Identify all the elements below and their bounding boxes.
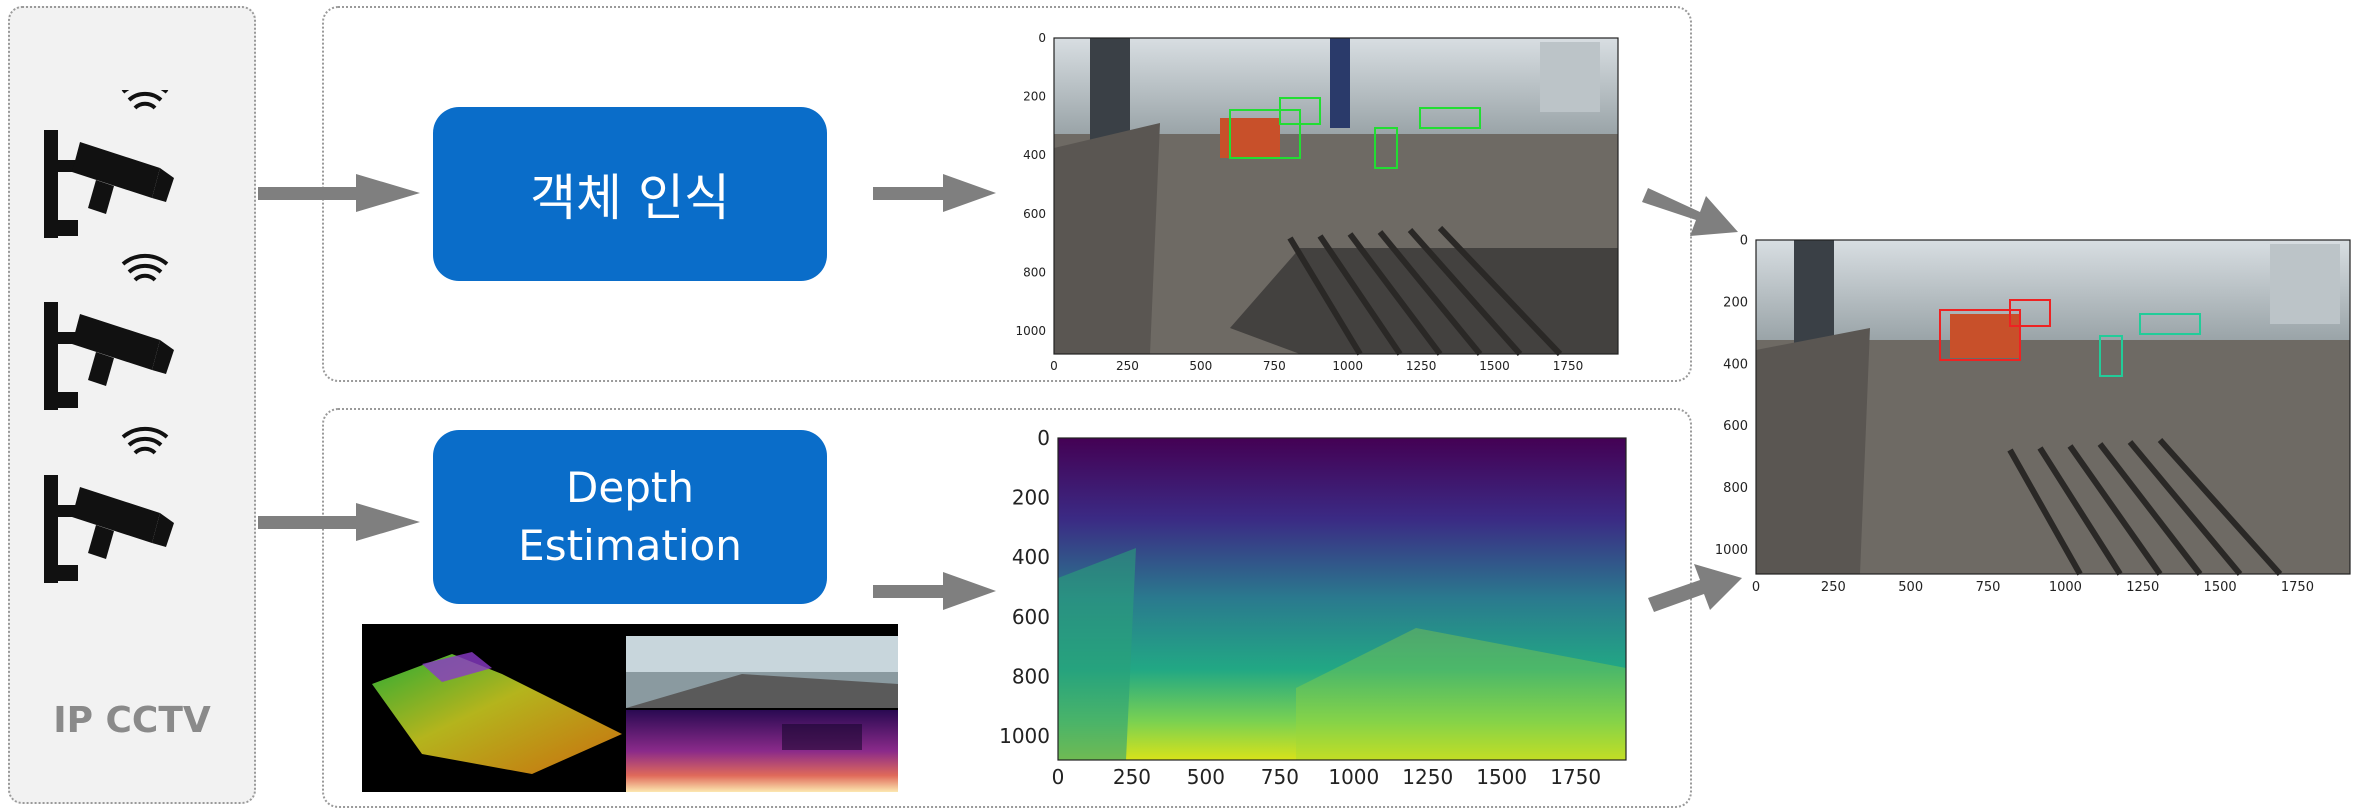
depth-estimation-box: Depth Estimation	[433, 430, 827, 604]
x-tick-label: 750	[1263, 359, 1286, 373]
arrow-detection-to-plot	[873, 174, 996, 212]
y-tick-label: 200	[1012, 486, 1050, 510]
detection-plot: 0 200 400 600 800 1000 0 250 500 750 1000 1250 1500…	[1015, 31, 1619, 373]
x-tick-label: 750	[1976, 580, 2001, 595]
x-tick-label: 1250	[2126, 580, 2159, 595]
x-tick-label: 500	[1189, 359, 1212, 373]
x-tick-label: 1750	[2281, 580, 2314, 595]
arrow-detection-to-fused	[1642, 188, 1738, 236]
depth-sample-image	[362, 624, 898, 792]
x-tick-label: 0	[1050, 359, 1058, 373]
y-tick-label: 800	[1012, 664, 1050, 688]
depth-label-line1: Depth	[566, 463, 694, 512]
y-tick-label: 800	[1723, 481, 1748, 496]
x-tick-label: 1750	[1553, 359, 1584, 373]
depth-plot: 0 200 400 600 800 1000 0 250 500 750 1000 1250 1500…	[999, 428, 1627, 789]
y-tick-label: 800	[1023, 265, 1046, 279]
y-tick-label: 600	[1012, 605, 1050, 629]
x-tick-label: 750	[1261, 765, 1299, 789]
fused-x-ticks: 0 250 500 750 1000 1250 1500 1750	[1752, 580, 2314, 595]
y-tick-label: 0	[1037, 428, 1050, 450]
x-tick-label: 1500	[2204, 580, 2237, 595]
x-tick-label: 0	[1752, 580, 1760, 595]
x-tick-label: 500	[1898, 580, 1923, 595]
depth-estimation-group	[322, 408, 1692, 808]
x-tick-label: 250	[1821, 580, 1846, 595]
x-tick-label: 500	[1187, 765, 1225, 789]
x-tick-label: 1250	[1402, 765, 1453, 789]
x-tick-label: 1500	[1479, 359, 1510, 373]
fused-plot: 0 200 400 600 800 1000 0 250 500 750 1000 1250 1500…	[1715, 234, 2351, 595]
arrow-depth-to-plot	[873, 572, 996, 610]
y-tick-label: 200	[1023, 90, 1046, 104]
cctv-label: IP CCTV	[53, 700, 211, 741]
x-tick-label: 1000	[1328, 765, 1379, 789]
y-tick-label: 400	[1023, 148, 1046, 162]
y-tick-label: 400	[1723, 357, 1748, 372]
x-tick-label: 250	[1113, 765, 1151, 789]
depth-map-image	[1058, 438, 1626, 760]
fused-y-ticks: 0 200 400 600 800 1000	[1715, 234, 1748, 558]
x-tick-label: 250	[1116, 359, 1139, 373]
depth-y-ticks: 0 200 400 600 800 1000	[999, 428, 1050, 748]
x-tick-label: 1250	[1406, 359, 1437, 373]
x-tick-label: 1000	[2049, 580, 2082, 595]
x-tick-label: 1750	[1550, 765, 1601, 789]
arrow-cctv-to-depth	[258, 503, 420, 541]
y-tick-label: 200	[1723, 295, 1748, 310]
y-tick-label: 400	[1012, 545, 1050, 569]
fused-detection-boxes	[1939, 299, 2051, 361]
y-tick-label: 1000	[999, 724, 1050, 748]
detection-boxes	[1229, 97, 1481, 169]
detection-x-ticks: 0 250 500 750 1000 1250 1500 1750	[1050, 359, 1583, 373]
object-detection-label: 객체 인식	[530, 169, 730, 227]
x-tick-label: 1000	[1332, 359, 1363, 373]
y-tick-label: 600	[1023, 207, 1046, 221]
y-tick-label: 1000	[1715, 543, 1748, 558]
y-tick-label: 1000	[1015, 324, 1046, 338]
arrow-depth-to-fused	[1648, 564, 1742, 612]
depth-x-ticks: 0 250 500 750 1000 1250 1500 1750	[1052, 765, 1601, 789]
object-detection-box: 객체 인식	[433, 107, 827, 281]
arrow-cctv-to-detection	[258, 174, 420, 212]
y-tick-label: 0	[1740, 234, 1748, 249]
detection-y-ticks: 0 200 400 600 800 1000	[1015, 31, 1046, 338]
x-tick-label: 0	[1052, 765, 1065, 789]
x-tick-label: 1500	[1476, 765, 1527, 789]
y-tick-label: 0	[1038, 31, 1046, 45]
y-tick-label: 600	[1723, 419, 1748, 434]
depth-label-line2: Estimation	[518, 521, 742, 570]
